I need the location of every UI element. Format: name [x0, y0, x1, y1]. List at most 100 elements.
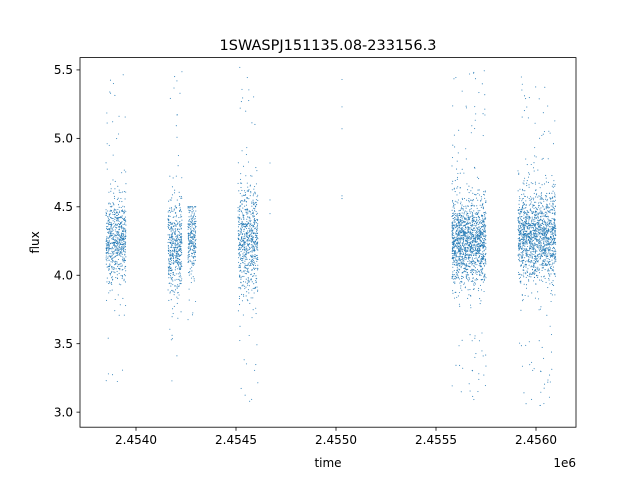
data-point — [247, 189, 249, 191]
data-point — [524, 240, 526, 242]
data-point — [124, 260, 127, 262]
data-point — [174, 269, 176, 271]
data-point — [472, 200, 474, 202]
data-point — [459, 244, 462, 246]
data-point — [466, 238, 468, 240]
data-point — [109, 223, 111, 225]
data-point — [251, 244, 253, 246]
data-point — [453, 238, 455, 240]
data-point — [108, 243, 110, 245]
data-point — [481, 198, 483, 200]
data-point — [116, 274, 118, 276]
data-point — [533, 271, 535, 273]
data-point — [114, 242, 116, 244]
data-point — [522, 243, 525, 245]
data-point — [464, 270, 466, 272]
data-point — [106, 241, 109, 244]
data-point — [537, 169, 539, 171]
data-point — [456, 244, 458, 246]
data-point — [452, 212, 454, 214]
data-point — [476, 227, 478, 229]
data-point — [245, 201, 247, 203]
data-point — [526, 249, 528, 251]
data-point — [189, 223, 191, 225]
data-point — [257, 238, 259, 240]
data-point — [525, 225, 527, 227]
data-point — [178, 278, 180, 280]
data-point — [549, 250, 551, 252]
data-point — [482, 355, 484, 357]
data-point — [525, 241, 527, 243]
data-point — [518, 173, 520, 175]
data-point — [520, 280, 522, 282]
data-point — [455, 215, 457, 217]
data-point — [118, 226, 120, 228]
data-point — [453, 220, 455, 222]
data-point — [179, 225, 181, 227]
data-point — [115, 226, 117, 228]
data-point — [462, 239, 464, 241]
data-point — [179, 208, 181, 210]
data-point — [257, 199, 259, 201]
data-point — [554, 213, 556, 215]
data-point — [459, 259, 461, 261]
data-point — [118, 241, 120, 243]
data-point — [464, 228, 466, 230]
data-point — [173, 231, 175, 233]
data-point — [539, 196, 541, 198]
data-point — [485, 212, 487, 214]
data-point — [168, 219, 170, 221]
data-point — [457, 152, 459, 154]
data-point — [481, 221, 483, 223]
data-point — [523, 244, 525, 246]
data-point — [123, 219, 125, 221]
data-point — [121, 277, 123, 279]
data-point — [468, 210, 471, 212]
data-point — [116, 214, 118, 217]
data-point — [251, 259, 253, 261]
data-point — [530, 208, 532, 210]
data-point — [459, 282, 461, 284]
data-point — [466, 277, 468, 280]
data-point — [171, 244, 173, 246]
data-point — [239, 304, 241, 306]
data-point — [543, 223, 545, 226]
data-point — [555, 260, 557, 262]
data-point — [175, 262, 177, 264]
data-point — [239, 223, 241, 226]
data-point — [177, 273, 179, 275]
data-point — [243, 241, 245, 243]
data-point — [553, 224, 555, 226]
data-point — [461, 242, 463, 244]
data-point — [470, 236, 472, 238]
data-point — [471, 217, 473, 220]
data-point — [237, 216, 239, 218]
data-point — [109, 229, 111, 231]
data-point — [193, 257, 195, 259]
data-point — [250, 192, 252, 194]
data-point — [485, 258, 487, 260]
data-point — [188, 227, 190, 229]
data-point — [549, 374, 551, 376]
data-point — [249, 218, 251, 220]
data-point — [522, 226, 524, 228]
data-point — [117, 212, 119, 214]
data-point — [532, 222, 534, 224]
data-point — [473, 243, 475, 246]
data-point — [256, 196, 258, 198]
data-point — [463, 216, 465, 218]
data-point — [119, 200, 121, 202]
data-point — [544, 235, 546, 237]
data-point — [474, 244, 476, 246]
data-point — [542, 247, 544, 249]
data-point — [192, 243, 194, 245]
data-point — [469, 216, 471, 218]
data-point — [177, 234, 179, 236]
data-point — [523, 227, 525, 229]
data-point — [452, 259, 455, 261]
data-point — [536, 217, 538, 219]
data-point — [121, 251, 123, 253]
data-point — [472, 259, 474, 261]
data-point — [538, 220, 540, 222]
